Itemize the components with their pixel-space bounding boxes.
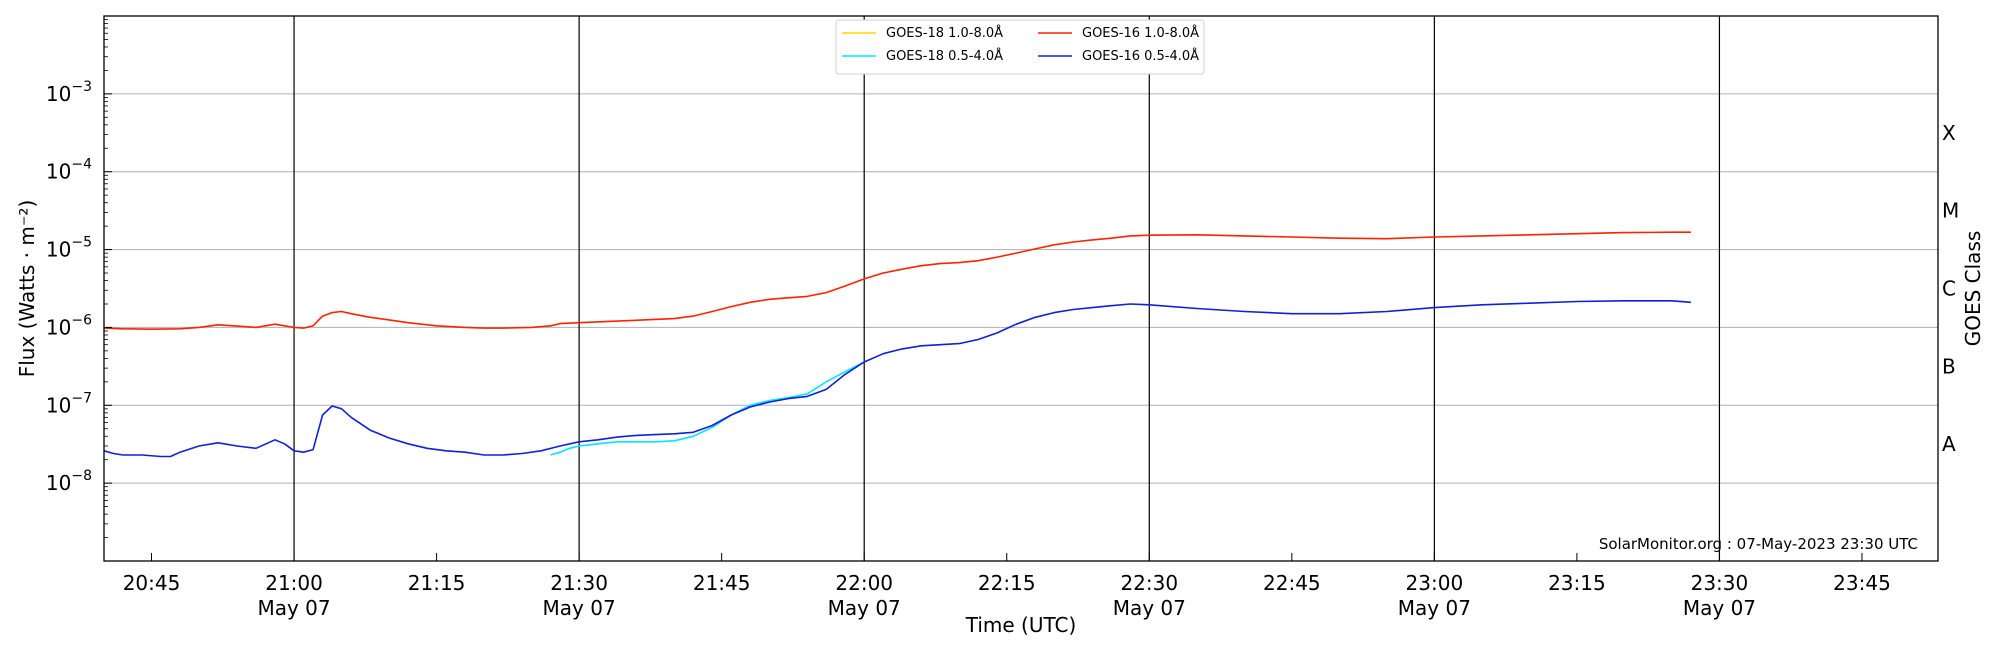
x-tick-label: 23:00 xyxy=(1406,571,1464,595)
x-tick-label: 23:45 xyxy=(1833,571,1891,595)
legend-label: GOES-18 1.0-8.0Å xyxy=(886,25,1003,41)
x-tick-label: 21:00 xyxy=(265,571,323,595)
x-tick-label: 22:30 xyxy=(1120,571,1178,595)
legend-box xyxy=(835,19,1205,75)
x-tick-label: 22:00 xyxy=(835,571,893,595)
x-tick-label: 22:45 xyxy=(1263,571,1321,595)
watermark-text: SolarMonitor.org : 07-May-2023 23:30 UTC xyxy=(1599,535,1918,553)
series-line xyxy=(103,231,1691,331)
legend: GOES-18 1.0-8.0Å GOES-18 0.5-4.0Å GOES-16 … xyxy=(835,19,1205,75)
grid-layer xyxy=(104,93,1938,484)
x-tick-date-label: May 07 xyxy=(1113,596,1186,620)
legend-label: GOES-16 1.0-8.0Å xyxy=(1082,25,1199,41)
x-tick-label: 21:15 xyxy=(408,571,466,595)
x-tick-date-label: May 07 xyxy=(1683,596,1756,620)
legend-label: GOES-18 0.5-4.0Å xyxy=(886,48,1003,64)
goes-class-label: X xyxy=(1942,121,1956,145)
legend-label: GOES-16 0.5-4.0Å xyxy=(1082,48,1199,64)
y-tick-label: 10−7 xyxy=(46,390,92,417)
right-axis-title: GOES Class xyxy=(1961,231,1985,347)
x-tick-date-label: May 07 xyxy=(828,596,901,620)
x-tick-label: 23:15 xyxy=(1548,571,1606,595)
x-axis-title: Time (UTC) xyxy=(965,613,1077,637)
series-layer xyxy=(103,231,1691,458)
plot-frame xyxy=(103,15,1939,562)
x-tick-date-label: May 07 xyxy=(1398,596,1471,620)
goes-class-label: C xyxy=(1942,277,1956,301)
y-tick-label: 10−4 xyxy=(46,157,92,184)
x-tick-label: 21:30 xyxy=(550,571,608,595)
goes-class-label: B xyxy=(1942,354,1956,378)
y-axis-ticks: 10−8 10−7 10−6 10−5 10−4 10−3 xyxy=(46,19,112,538)
goes-class-label: A xyxy=(1942,432,1956,456)
series-line xyxy=(103,299,1691,458)
x-tick-label: 21:45 xyxy=(693,571,751,595)
x-tick-label: 20:45 xyxy=(123,571,181,595)
x-tick-date-label: May 07 xyxy=(543,596,616,620)
goes-class-labels: A B C M X xyxy=(1942,121,1959,456)
vertical-time-lines xyxy=(293,16,1721,561)
series-line xyxy=(550,361,865,456)
y-tick-label: 10−8 xyxy=(46,468,92,495)
goes-class-label: M xyxy=(1942,199,1959,223)
x-tick-date-label: May 07 xyxy=(257,596,330,620)
y-axis-title: Flux (Watts · m⁻²) xyxy=(15,200,39,378)
x-tick-label: 22:15 xyxy=(978,571,1036,595)
y-tick-label: 10−6 xyxy=(46,312,92,339)
y-tick-label: 10−3 xyxy=(46,79,92,106)
y-tick-label: 10−5 xyxy=(46,235,92,262)
x-tick-label: 23:30 xyxy=(1691,571,1749,595)
